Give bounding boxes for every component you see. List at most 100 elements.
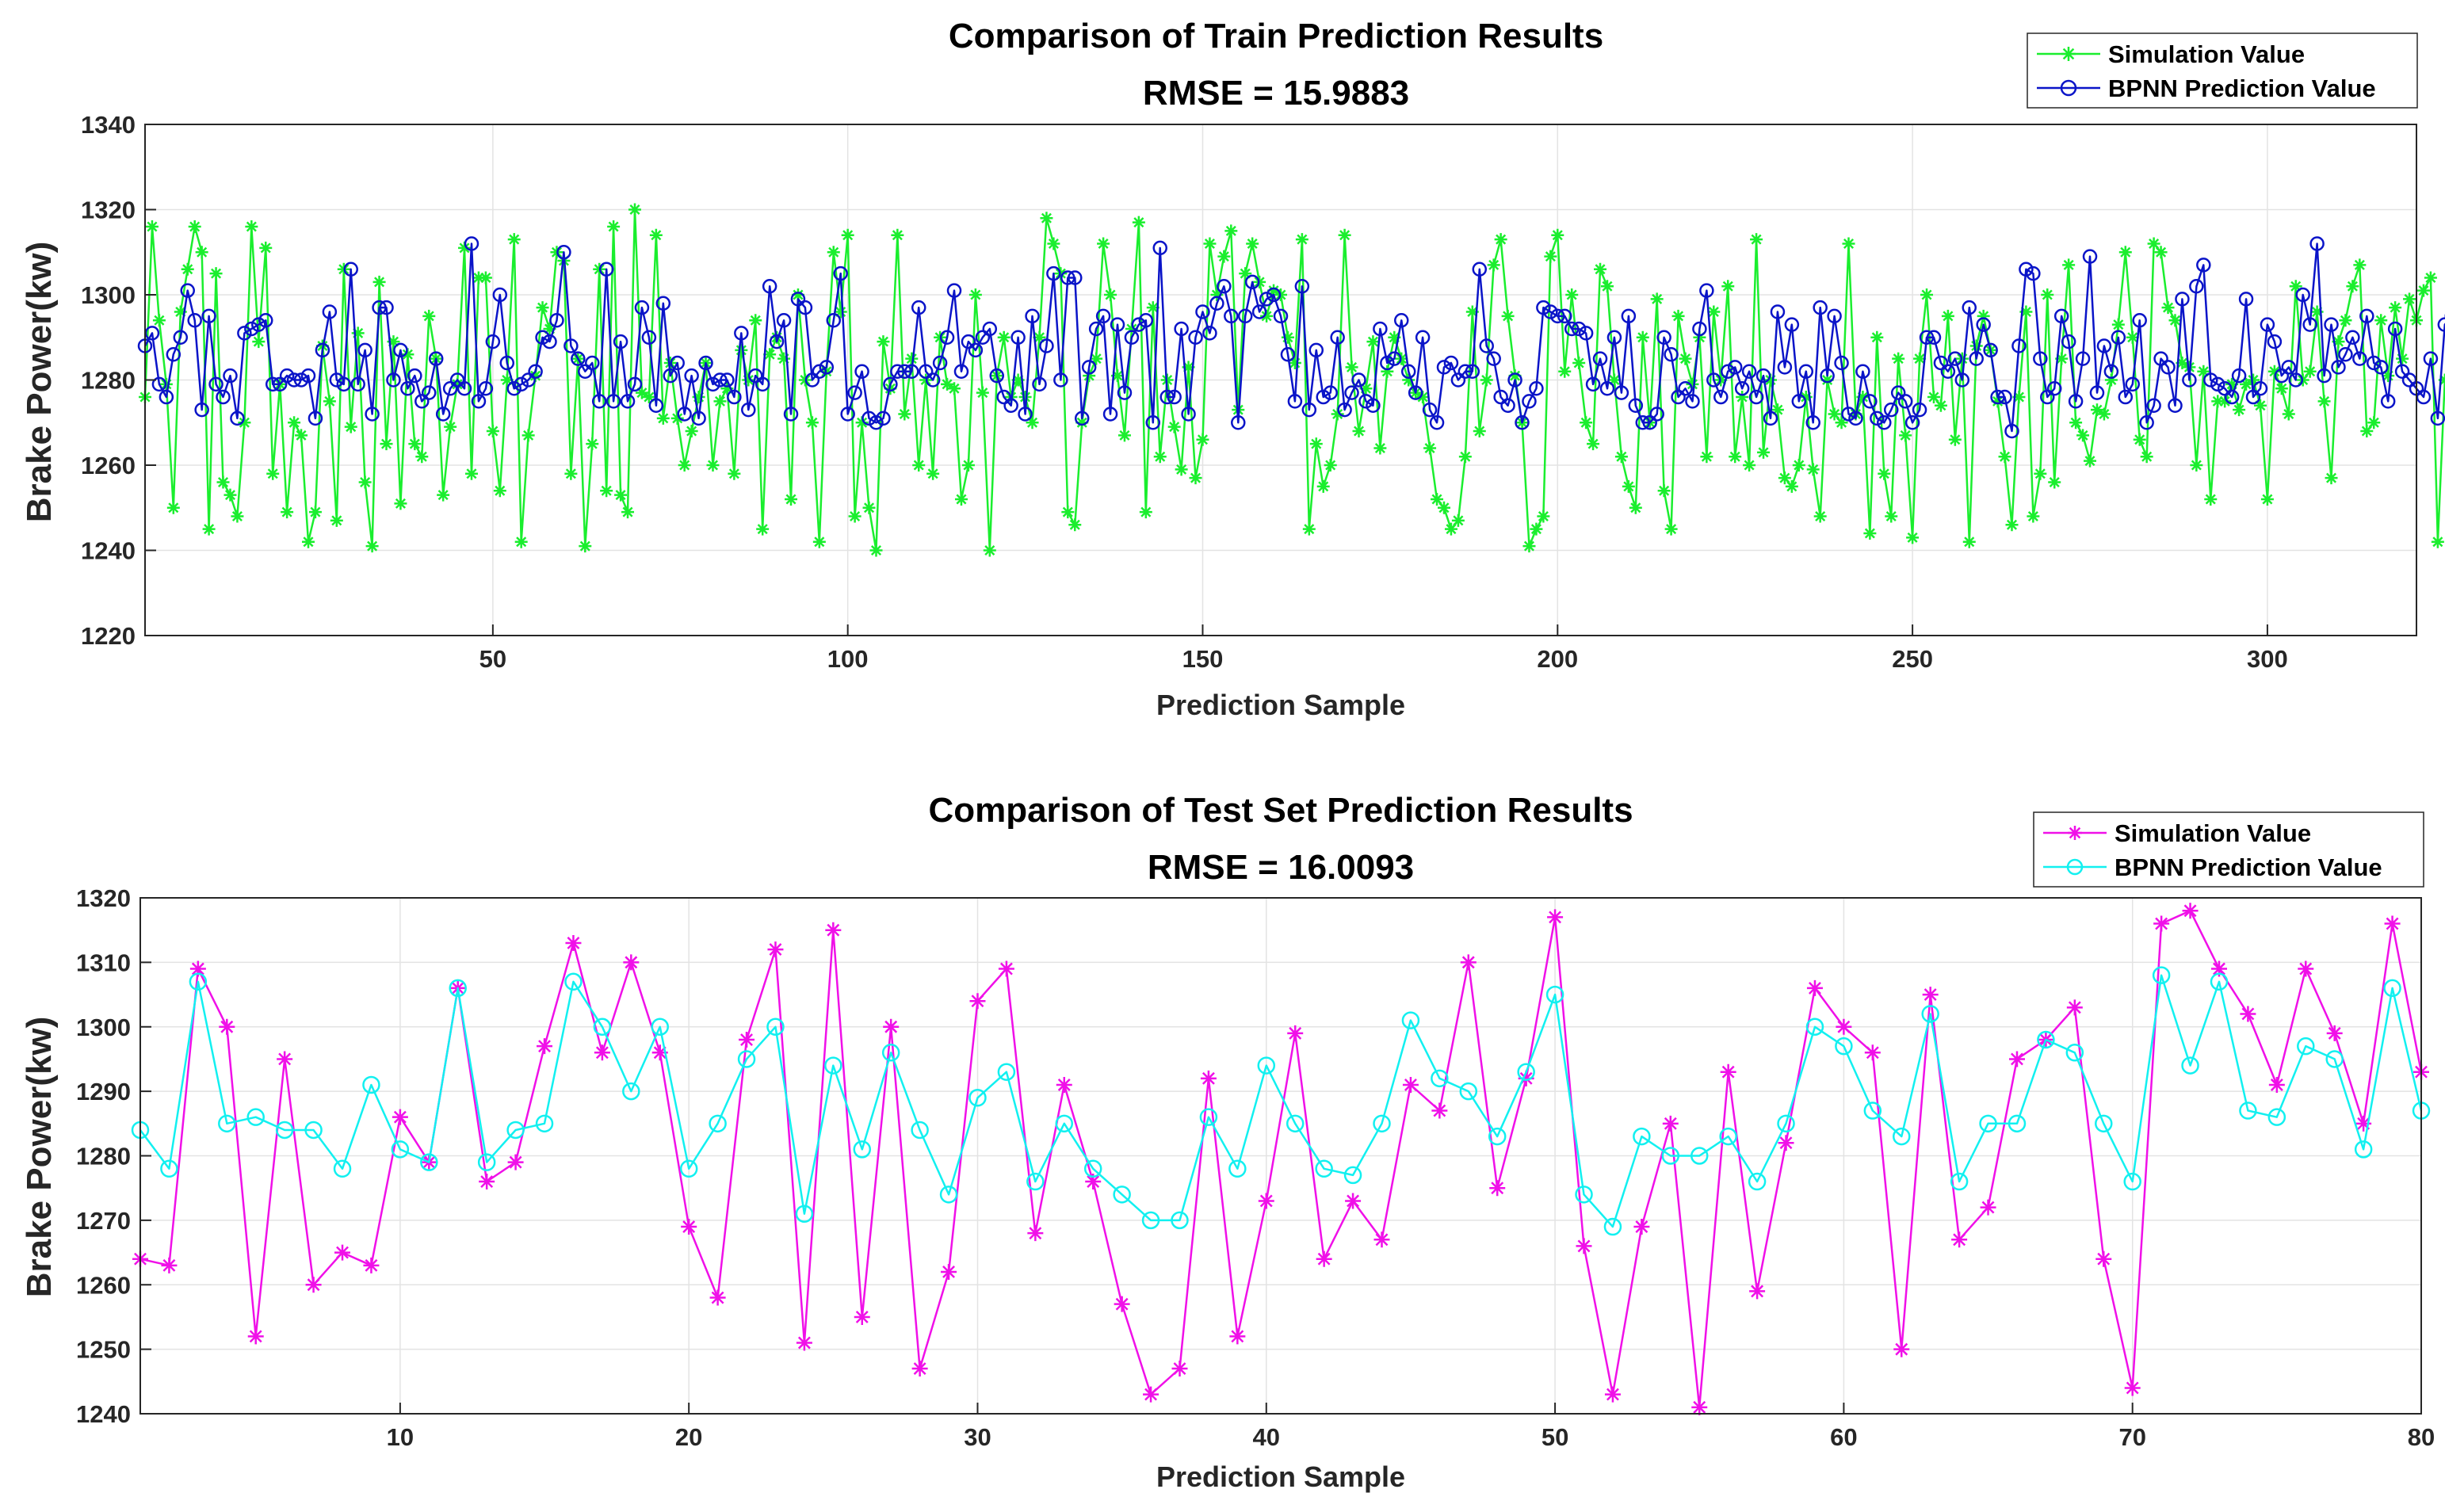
- test-data-point: [1141, 1211, 1160, 1230]
- train-data-point: [1465, 364, 1480, 379]
- train-data-point: [2338, 347, 2353, 362]
- train-data-point: [976, 386, 989, 399]
- test-y-tick-label: 1270: [76, 1207, 131, 1235]
- test-data-point: [1401, 1011, 1420, 1029]
- train-data-point: [1202, 326, 1217, 341]
- train-data-point: [181, 262, 194, 276]
- train-data-point: [549, 313, 564, 328]
- train-data-point: [435, 407, 451, 422]
- train-data-point: [295, 429, 308, 442]
- train-data-point: [1912, 402, 1927, 418]
- test-data-point: [449, 979, 467, 998]
- test-data-point: [824, 1056, 842, 1075]
- train-data-point: [1948, 433, 1962, 446]
- train-data-point: [648, 398, 664, 413]
- train-data-point: [812, 364, 827, 379]
- train-data-point: [1990, 389, 2005, 405]
- train-data-point: [1507, 372, 1522, 388]
- test-data-point: [883, 1018, 900, 1035]
- train-data-point: [785, 493, 798, 506]
- train-data-point: [620, 394, 636, 409]
- train-data-point: [1835, 416, 1848, 430]
- test-data-point: [1661, 1147, 1680, 1165]
- test-data-point: [1431, 1069, 1449, 1088]
- train-data-point: [847, 385, 862, 400]
- train-data-point: [670, 355, 685, 371]
- train-legend-label: BPNN Prediction Value: [2108, 74, 2376, 102]
- train-data-point: [2190, 459, 2203, 472]
- train-data-point: [1820, 373, 1834, 387]
- train-data-point: [1564, 321, 1580, 337]
- train-data-point: [1061, 506, 1075, 519]
- train-data-point: [1018, 407, 1033, 422]
- train-data-point: [634, 300, 650, 315]
- train-data-point: [2139, 415, 2154, 430]
- train-data-point: [365, 540, 379, 553]
- train-data-point: [848, 510, 861, 523]
- train-data-point: [437, 488, 450, 502]
- test-data-point: [681, 1219, 697, 1235]
- train-data-point: [244, 321, 259, 337]
- test-data-point: [1893, 1127, 1911, 1146]
- train-data-point: [741, 402, 756, 418]
- train-data-point: [2267, 365, 2281, 378]
- test-data-point: [1143, 1386, 1159, 1403]
- train-data-point: [372, 275, 386, 288]
- test-data-point: [1863, 1102, 1882, 1120]
- train-data-point: [174, 305, 187, 319]
- train-data-point: [1842, 237, 1855, 250]
- train-data-point: [344, 420, 357, 433]
- train-data-point: [1146, 301, 1159, 315]
- train-data-point: [2075, 351, 2091, 366]
- train-data-point: [1813, 300, 1828, 315]
- train-data-point: [1394, 313, 1409, 328]
- train-data-point: [1565, 288, 1579, 301]
- train-data-point: [2288, 372, 2303, 388]
- test-data-point: [1604, 1386, 1621, 1403]
- test-legend-label: Simulation Value: [2115, 819, 2311, 847]
- train-data-point: [1962, 300, 1977, 315]
- train-data-point: [2203, 372, 2218, 388]
- test-data-point: [739, 1032, 755, 1048]
- train-data-point: [1656, 330, 1671, 345]
- train-data-point: [1366, 398, 1381, 413]
- train-data-point: [1330, 330, 1345, 345]
- train-data-point: [939, 330, 955, 345]
- test-chart-title: Comparison of Test Set Prediction Result…: [928, 791, 1633, 830]
- train-data-point: [621, 506, 635, 519]
- train-data-point: [1309, 437, 1323, 451]
- train-data-point: [1088, 321, 1104, 337]
- train-data-point: [2389, 301, 2402, 315]
- train-data-point: [2275, 382, 2288, 395]
- train-data-point: [578, 364, 593, 379]
- train-data-point: [961, 334, 976, 349]
- test-legend-entry: Simulation Value: [2043, 819, 2311, 847]
- train-data-point: [1947, 351, 1963, 366]
- train-data-point: [2111, 330, 2126, 345]
- test-data-point: [1113, 1186, 1131, 1204]
- train-data-point: [890, 364, 905, 379]
- test-data-point: [218, 1114, 236, 1133]
- train-data-point: [1856, 391, 1870, 403]
- train-data-point: [1011, 373, 1025, 387]
- train-data-point: [173, 330, 189, 345]
- train-data-point: [1543, 304, 1558, 319]
- train-data-point: [1308, 342, 1324, 358]
- test-y-tick-label: 1250: [76, 1336, 131, 1364]
- train-data-point: [1040, 212, 1053, 225]
- train-data-point: [1388, 330, 1401, 344]
- test-data-point: [1228, 1159, 1247, 1178]
- train-data-point: [1224, 224, 1238, 238]
- train-data-point: [1650, 292, 1664, 306]
- train-data-point: [479, 271, 492, 284]
- train-data-point: [826, 313, 842, 328]
- test-x-tick-label: 50: [1541, 1423, 1568, 1451]
- train-data-point: [1125, 323, 1138, 335]
- train-series-line: [143, 208, 2445, 552]
- test-data-point: [1806, 979, 1823, 996]
- train-data-point: [946, 283, 962, 298]
- train-data-point: [1352, 425, 1366, 437]
- test-data-point: [1114, 1296, 1130, 1312]
- train-legend-label: Simulation Value: [2108, 40, 2305, 68]
- train-data-point: [486, 425, 499, 437]
